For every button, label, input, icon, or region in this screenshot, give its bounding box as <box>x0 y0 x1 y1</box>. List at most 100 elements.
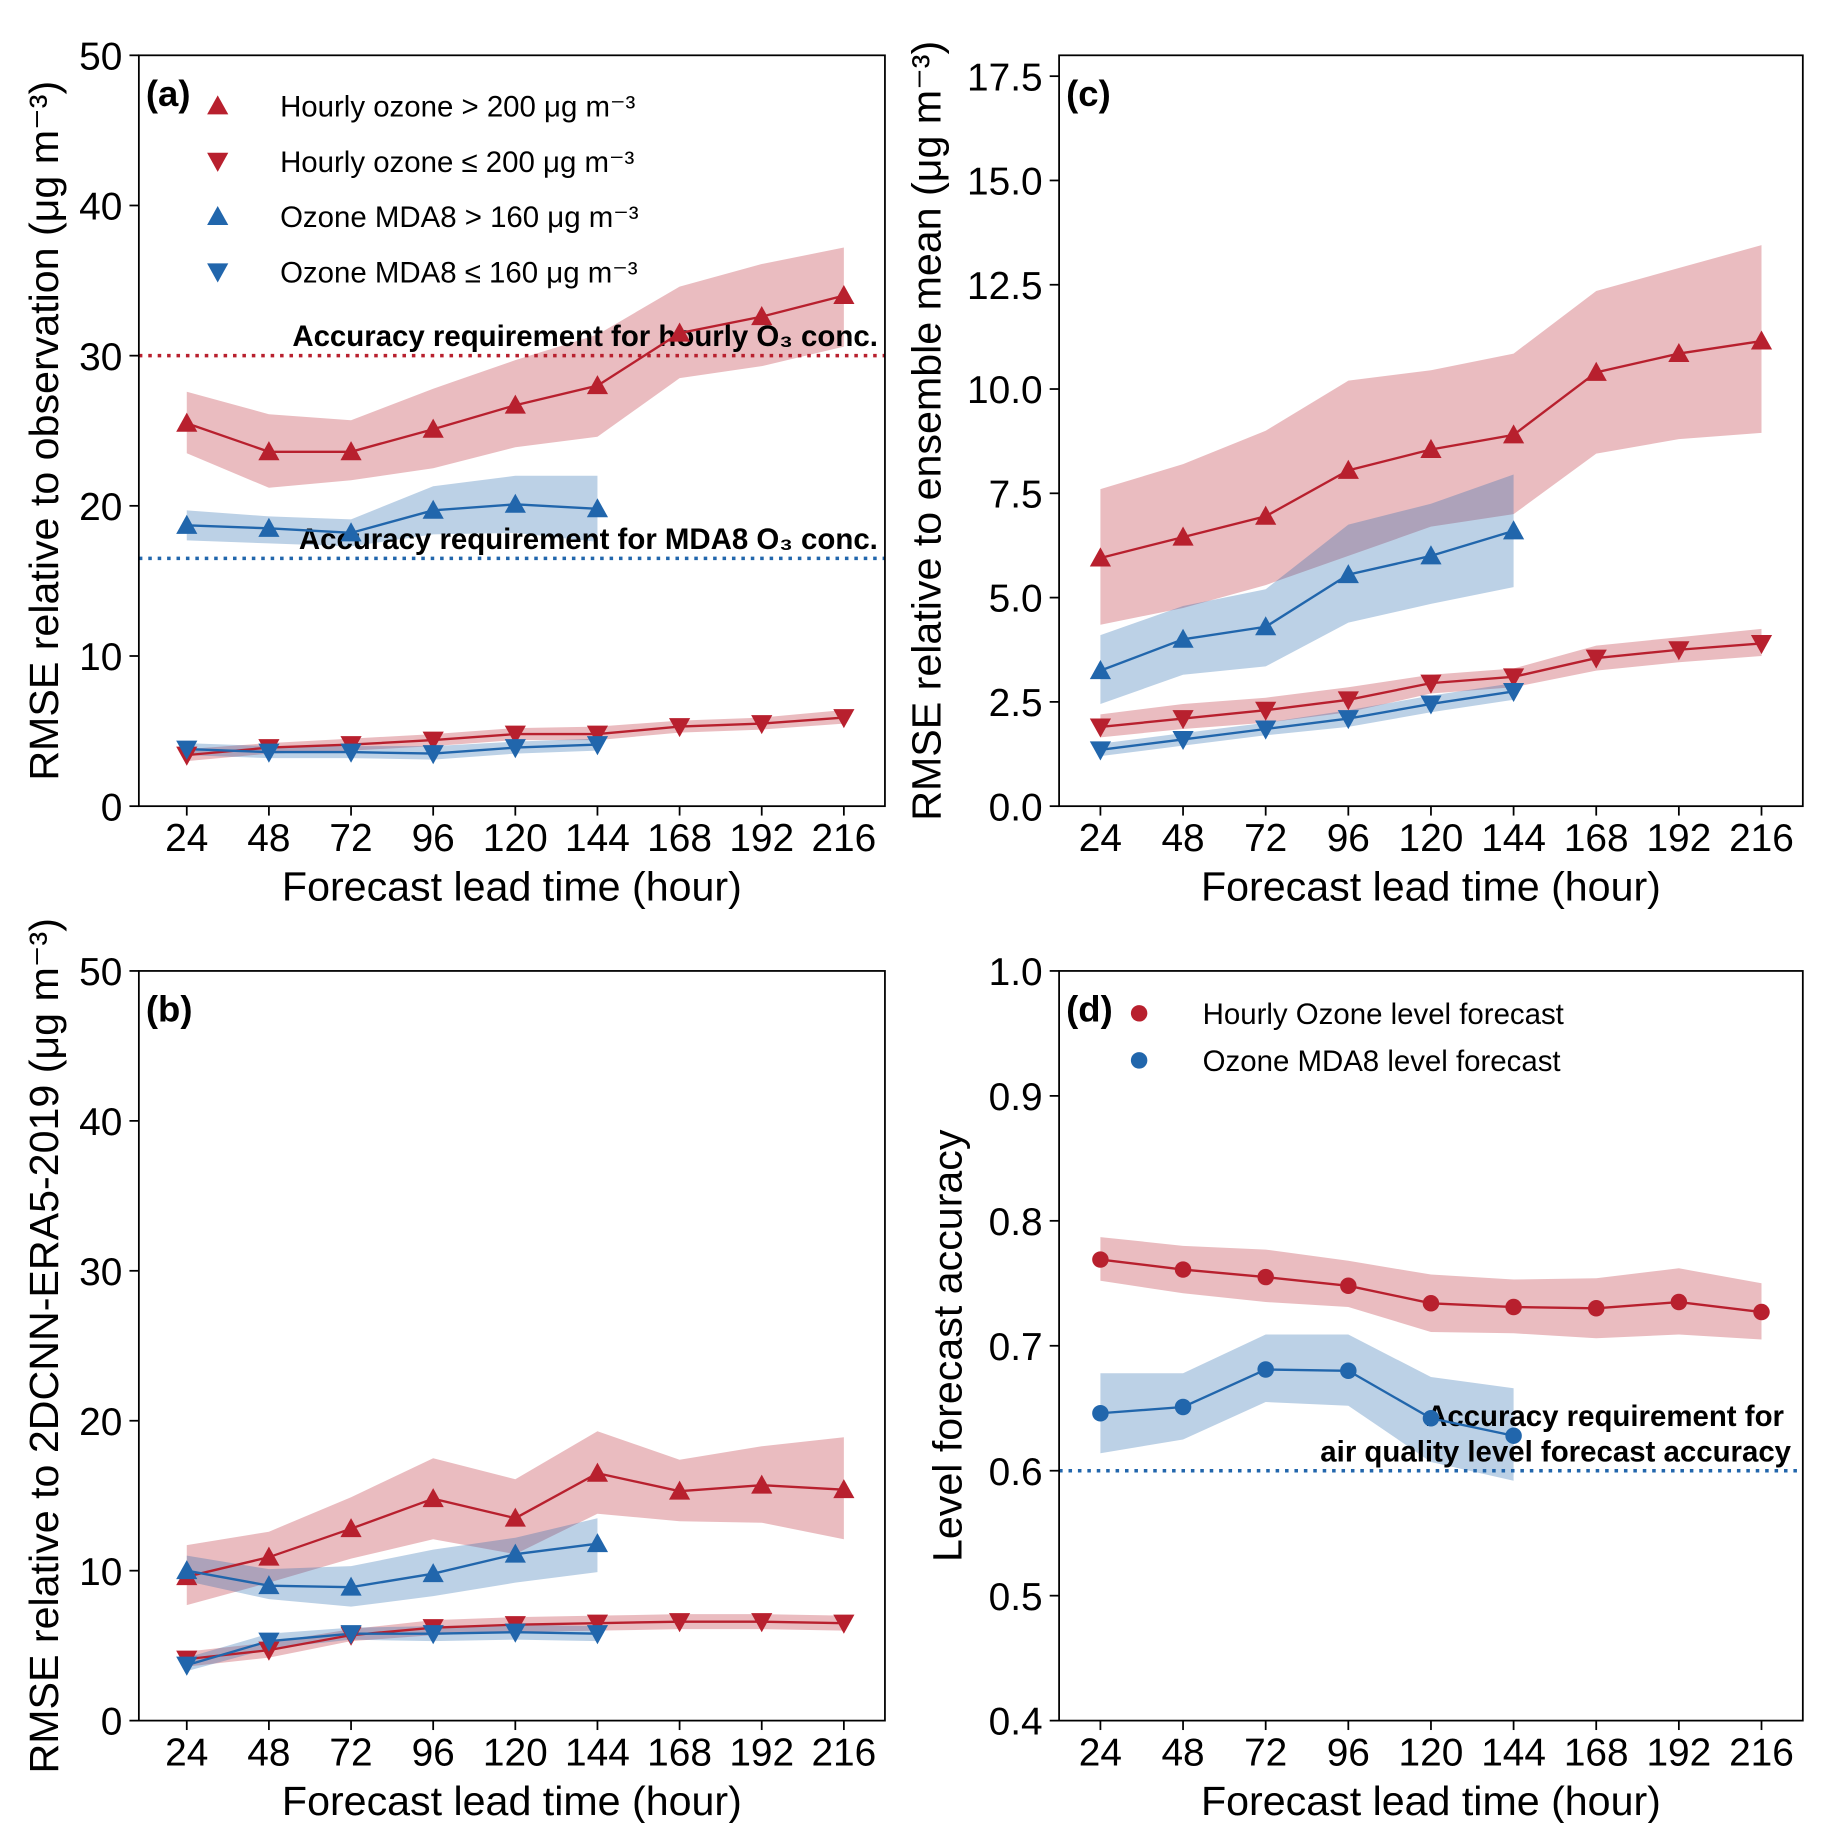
marker <box>1089 547 1112 567</box>
x-axis-label: Forecast lead time (hour) <box>1201 1778 1661 1823</box>
marker <box>1420 695 1442 715</box>
marker <box>176 514 198 534</box>
x-tick-label: 96 <box>1327 1731 1370 1774</box>
marker <box>833 1614 855 1634</box>
marker <box>1585 361 1607 381</box>
series-line <box>186 1542 598 1589</box>
y-tick-label: 50 <box>79 951 122 994</box>
legend-marker <box>1130 1005 1148 1022</box>
marker <box>1337 459 1359 479</box>
x-tick-label: 192 <box>1646 817 1711 860</box>
marker <box>422 1563 444 1583</box>
x-axis-label: Forecast lead time (hour) <box>282 1778 742 1823</box>
marker <box>340 1576 362 1596</box>
marker <box>1505 1298 1522 1316</box>
panel-label: (a) <box>146 73 191 114</box>
series-line <box>186 743 598 755</box>
panel-label: (b) <box>146 989 193 1030</box>
marker <box>1337 710 1359 730</box>
y-tick-label: 7.5 <box>989 473 1043 516</box>
marker <box>1172 730 1194 751</box>
y-tick-label: 10.0 <box>967 369 1043 412</box>
marker <box>1172 628 1194 648</box>
legend-label: Ozone MDA8 > 160 μg m⁻³ <box>280 201 639 234</box>
axes-frame <box>137 970 886 1722</box>
marker <box>422 499 444 519</box>
marker <box>1089 741 1112 761</box>
marker <box>586 1614 609 1634</box>
marker <box>833 1479 855 1499</box>
marker <box>1174 1261 1192 1278</box>
marker <box>833 284 855 305</box>
x-tick-label: 216 <box>1729 817 1794 860</box>
x-tick-label: 96 <box>412 1731 455 1774</box>
band <box>1100 474 1514 704</box>
marker <box>340 743 362 763</box>
x-tick-label: 120 <box>483 817 548 860</box>
marker <box>1089 660 1112 680</box>
y-tick-label: 0.9 <box>989 1076 1043 1119</box>
band <box>186 738 598 760</box>
x-tick-label: 192 <box>1646 1731 1711 1774</box>
y-tick-label: 12.5 <box>967 265 1043 308</box>
marker <box>340 441 362 461</box>
x-tick-label: 192 <box>729 817 794 860</box>
marker <box>1255 616 1277 636</box>
marker <box>586 1462 609 1482</box>
marker <box>1668 641 1690 661</box>
marker <box>422 418 444 438</box>
legend-label: Hourly Ozone level forecast <box>1203 998 1564 1031</box>
x-tick-label: 192 <box>729 1731 794 1774</box>
marker <box>1089 718 1112 738</box>
band <box>1100 1237 1762 1340</box>
marker <box>1585 649 1607 669</box>
y-tick-label: 0.7 <box>989 1326 1043 1369</box>
marker <box>586 498 609 518</box>
marker <box>586 1625 609 1645</box>
y-tick-label: 0.6 <box>989 1451 1043 1494</box>
legend-marker <box>207 152 229 172</box>
x-tick-label: 24 <box>165 817 208 860</box>
marker <box>1255 701 1277 721</box>
x-tick-label: 216 <box>1729 1731 1794 1774</box>
legend-label: Ozone MDA8 ≤ 160 μg m⁻³ <box>280 256 638 289</box>
panel: 24 48 72 96 120 144 168 192 216 0.4 0.5 0.6 0.7 0.8 0.… <box>925 951 1804 1823</box>
marker <box>258 1546 280 1566</box>
y-axis-label: RMSE relative to 2DCNN-ERA5-2019 (μg m⁻³… <box>21 918 67 1773</box>
axes-frame <box>1058 970 1804 1722</box>
marker <box>1420 545 1442 565</box>
y-tick-label: 0 <box>101 1701 123 1744</box>
x-tick-label: 144 <box>1481 1731 1546 1774</box>
legend-marker <box>207 205 229 226</box>
marker <box>1257 1361 1274 1378</box>
x-tick-label: 168 <box>647 817 712 860</box>
marker <box>176 740 198 760</box>
x-tick-label: 144 <box>565 1731 630 1774</box>
x-tick-label: 48 <box>247 817 290 860</box>
y-axis-label: RMSE relative to observation (μg m⁻³) <box>21 81 67 781</box>
marker <box>258 441 280 461</box>
y-tick-label: 30 <box>79 336 122 379</box>
y-tick-label: 0.5 <box>989 1576 1043 1619</box>
marker <box>586 375 609 395</box>
marker <box>1750 330 1773 350</box>
x-tick-label: 72 <box>1244 817 1287 860</box>
marker <box>751 1474 773 1494</box>
y-tick-label: 15.0 <box>967 161 1043 204</box>
marker <box>258 1632 280 1652</box>
marker <box>1257 1268 1274 1286</box>
y-tick-label: 20 <box>79 1401 122 1444</box>
marker <box>1255 505 1277 525</box>
marker <box>1753 1303 1770 1321</box>
marker <box>586 1533 609 1553</box>
y-tick-label: 30 <box>79 1251 122 1294</box>
y-tick-label: 10 <box>79 1551 122 1594</box>
marker <box>1092 1405 1109 1422</box>
y-tick-label: 0 <box>101 786 123 829</box>
marker <box>1420 674 1442 694</box>
x-tick-label: 96 <box>412 817 455 860</box>
marker <box>1503 520 1525 540</box>
y-tick-label: 20 <box>79 486 122 529</box>
marker <box>504 394 526 414</box>
x-tick-label: 144 <box>565 817 630 860</box>
